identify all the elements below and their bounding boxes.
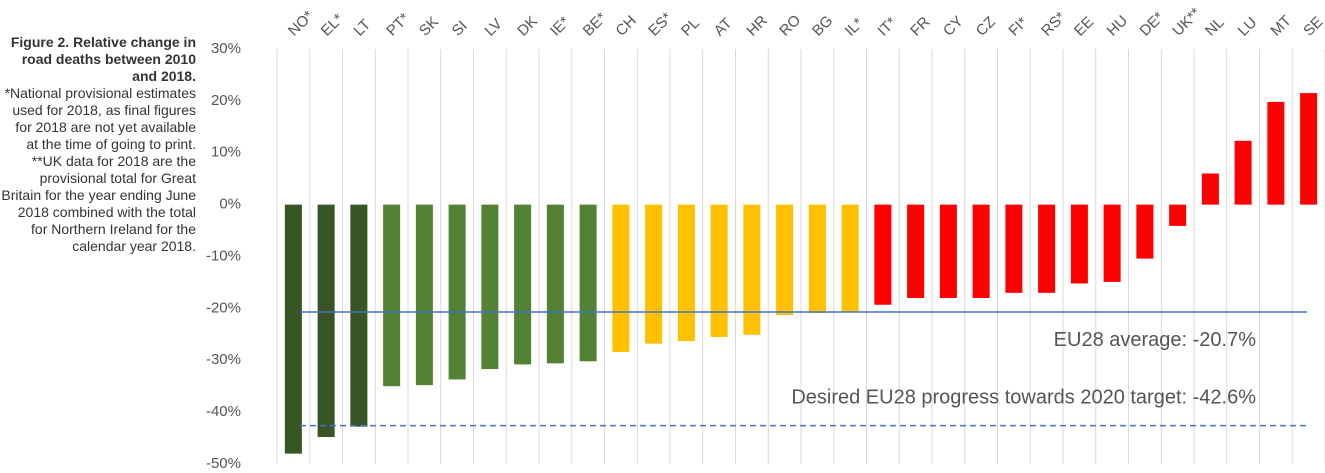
x-tick-label: NL (1202, 14, 1228, 40)
bar (743, 204, 761, 335)
x-tick-label: NO* (285, 7, 317, 39)
x-tick-label: CY (940, 13, 967, 40)
x-tick-label: EL* (318, 10, 347, 39)
x-tick-label: DK (514, 13, 541, 40)
x-tick-label: FI* (1005, 14, 1031, 40)
x-tick-label: SE (1300, 13, 1325, 39)
y-tick-label: 30% (211, 40, 241, 57)
bar (1300, 93, 1318, 205)
y-tick-label: -30% (206, 351, 241, 368)
caption: Figure 2. Relative change in road deaths… (0, 34, 196, 255)
bar (645, 204, 663, 344)
x-tick-label: HR (743, 12, 770, 39)
figure-title: Figure 2. Relative change in road deaths… (10, 34, 196, 84)
bar (776, 204, 794, 316)
bar (546, 204, 564, 364)
bar (579, 204, 597, 362)
x-tick-label: SK (416, 13, 442, 39)
bar (808, 204, 826, 314)
bar (317, 204, 335, 438)
x-tick-label: CZ (973, 13, 999, 39)
bar (1103, 204, 1121, 282)
bar (1201, 173, 1219, 205)
bar (612, 204, 630, 352)
bar (907, 204, 925, 298)
bar (415, 204, 433, 386)
bar (350, 204, 368, 427)
figure-note: *National provisional estimates used for… (1, 85, 196, 254)
x-tick-label: CH (612, 12, 639, 39)
x-tick-label: PL (678, 15, 703, 40)
bar (1267, 101, 1285, 205)
x-tick-label: FR (907, 13, 933, 39)
x-tick-label: LT (350, 16, 374, 40)
y-tick-label: -20% (206, 299, 241, 316)
x-tick-label: SI (449, 18, 471, 40)
bar (1234, 140, 1252, 205)
y-tick-label: 0% (219, 196, 241, 213)
x-tick-label: DE* (1136, 9, 1167, 40)
bar (481, 204, 499, 370)
reference-label: EU28 average: -20.7% (1054, 329, 1257, 351)
bar (1136, 204, 1154, 259)
reference-label: Desired EU28 progress towards 2020 targe… (791, 386, 1256, 408)
x-tick-label: LU (1235, 14, 1261, 40)
bar (448, 204, 466, 380)
bar (972, 204, 990, 298)
x-tick-label: PT* (383, 10, 413, 40)
bar (939, 204, 957, 298)
bar (1169, 204, 1187, 226)
bar (710, 204, 728, 337)
x-tick-label: UK** (1169, 5, 1204, 40)
x-tick-label: IE* (547, 13, 573, 39)
bar (1038, 204, 1056, 293)
x-tick-label: RS* (1038, 9, 1069, 40)
x-tick-label: BE* (580, 9, 610, 39)
x-tick-label: IL* (842, 15, 867, 40)
bar (514, 204, 532, 365)
y-tick-label: -10% (206, 247, 241, 264)
y-tick-label: -40% (206, 403, 241, 420)
bar (1005, 204, 1023, 293)
bar (677, 204, 695, 342)
y-tick-label: -50% (206, 455, 241, 472)
x-tick-label: RO (776, 12, 804, 40)
y-tick-label: 20% (211, 92, 241, 109)
x-tick-label: BG (809, 12, 836, 39)
bar (284, 204, 302, 454)
x-tick-label: EE (1071, 13, 1097, 39)
x-tick-label: HU (1104, 12, 1131, 39)
x-tick-label: MT (1267, 12, 1294, 39)
bar (874, 204, 892, 305)
x-tick-label: AT (711, 15, 736, 40)
y-tick-label: 10% (211, 144, 241, 161)
x-tick-label: LV (481, 15, 505, 39)
x-tick-label: IT* (874, 14, 900, 40)
bar (383, 204, 401, 387)
bar (841, 204, 859, 313)
x-tick-label: ES* (645, 9, 675, 39)
bar (1070, 204, 1088, 284)
